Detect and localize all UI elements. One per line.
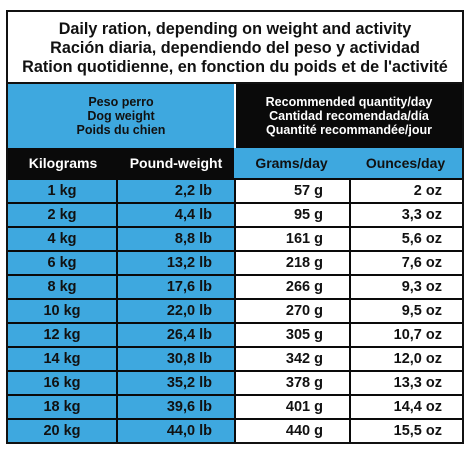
pounds-cell: 13,2 lb — [118, 250, 234, 274]
ounces-cell: 13,3 oz — [349, 370, 462, 394]
dog-weight-header-fr: Poids du chien — [76, 123, 166, 137]
ounces-cell: 7,6 oz — [349, 250, 462, 274]
pounds-cell: 8,8 lb — [118, 226, 234, 250]
pounds-cell: 4,4 lb — [118, 202, 234, 226]
column-header-kilograms: Kilograms — [8, 148, 118, 178]
pounds-cell: 17,6 lb — [118, 274, 234, 298]
grams-cell: 270 g — [234, 298, 349, 322]
grams-cell: 378 g — [234, 370, 349, 394]
pounds-cell: 2,2 lb — [118, 178, 234, 202]
title-english: Daily ration, depending on weight and ac… — [58, 19, 412, 38]
pounds-cell: 22,0 lb — [118, 298, 234, 322]
ounces-cell: 9,5 oz — [349, 298, 462, 322]
ounces-cell: 3,3 oz — [349, 202, 462, 226]
grams-cell: 266 g — [234, 274, 349, 298]
title-box: Daily ration, depending on weight and ac… — [6, 10, 464, 82]
pounds-cell: 26,4 lb — [118, 322, 234, 346]
kilograms-cell: 8 kg — [8, 274, 118, 298]
quantity-header-en: Recommended quantity/day — [265, 95, 433, 109]
kilograms-cell: 12 kg — [8, 322, 118, 346]
grams-cell: 305 g — [234, 322, 349, 346]
grams-cell: 218 g — [234, 250, 349, 274]
title-french: Ration quotidienne, en fonction du poids… — [22, 57, 448, 76]
kilograms-cell: 6 kg — [8, 250, 118, 274]
ounces-cell: 5,6 oz — [349, 226, 462, 250]
title-spanish: Ración diaria, dependiendo del peso y ac… — [50, 38, 420, 57]
ration-table: Peso perro Dog weight Poids du chien Rec… — [6, 82, 464, 444]
grams-cell: 342 g — [234, 346, 349, 370]
quantity-header: Recommended quantity/day Cantidad recome… — [234, 84, 462, 148]
dog-weight-header: Peso perro Dog weight Poids du chien — [8, 84, 234, 148]
pounds-cell: 44,0 lb — [118, 418, 234, 442]
quantity-header-fr: Quantité recommandée/jour — [265, 123, 432, 137]
kilograms-cell: 2 kg — [8, 202, 118, 226]
kilograms-cell: 10 kg — [8, 298, 118, 322]
grams-cell: 161 g — [234, 226, 349, 250]
column-header-pounds: Pound-weight — [118, 148, 234, 178]
grams-cell: 95 g — [234, 202, 349, 226]
ounces-cell: 9,3 oz — [349, 274, 462, 298]
kilograms-cell: 1 kg — [8, 178, 118, 202]
ounces-cell: 2 oz — [349, 178, 462, 202]
column-header-grams: Grams/day — [234, 148, 349, 178]
ounces-cell: 15,5 oz — [349, 418, 462, 442]
column-header-ounces: Ounces/day — [349, 148, 462, 178]
dog-weight-header-es: Peso perro — [88, 95, 154, 109]
kilograms-cell: 4 kg — [8, 226, 118, 250]
grams-cell: 401 g — [234, 394, 349, 418]
pounds-cell: 35,2 lb — [118, 370, 234, 394]
dog-weight-header-en: Dog weight — [87, 109, 155, 123]
kilograms-cell: 14 kg — [8, 346, 118, 370]
grams-cell: 440 g — [234, 418, 349, 442]
ounces-cell: 10,7 oz — [349, 322, 462, 346]
quantity-header-es: Cantidad recomendada/día — [269, 109, 429, 123]
pounds-cell: 39,6 lb — [118, 394, 234, 418]
kilograms-cell: 18 kg — [8, 394, 118, 418]
ration-chart: Daily ration, depending on weight and ac… — [6, 10, 464, 464]
kilograms-cell: 20 kg — [8, 418, 118, 442]
pounds-cell: 30,8 lb — [118, 346, 234, 370]
grams-cell: 57 g — [234, 178, 349, 202]
ounces-cell: 12,0 oz — [349, 346, 462, 370]
ounces-cell: 14,4 oz — [349, 394, 462, 418]
kilograms-cell: 16 kg — [8, 370, 118, 394]
